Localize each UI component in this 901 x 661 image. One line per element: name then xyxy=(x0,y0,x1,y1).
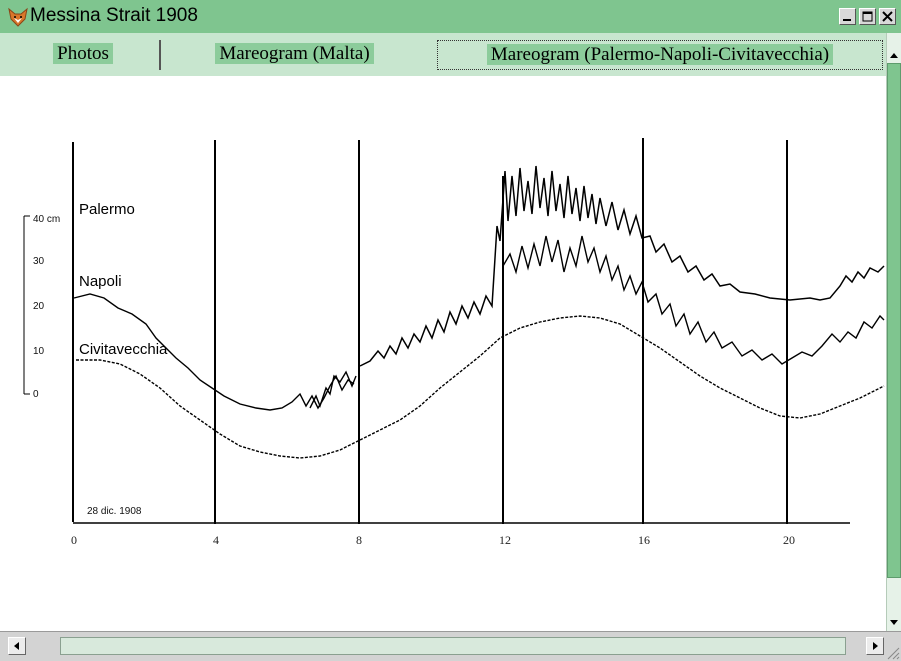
mareogram-image: 40 cm 30 20 10 0 Palermo Napoli Civitave… xyxy=(23,138,885,547)
hour-tick-label: 0 xyxy=(71,533,77,547)
scale-label: 40 cm xyxy=(33,214,60,225)
title-bar[interactable]: Messina Strait 1908 xyxy=(0,0,901,34)
maximize-icon xyxy=(862,11,873,22)
scale-label: 0 xyxy=(33,389,39,400)
hour-tick-label: 4 xyxy=(213,533,219,547)
vertical-scroll-thumb[interactable] xyxy=(887,63,901,578)
content-panel: 40 cm 30 20 10 0 Palermo Napoli Civitave… xyxy=(0,76,886,631)
hour-tick-label: 16 xyxy=(638,533,650,547)
tab-photos-label: Photos xyxy=(53,43,113,64)
napoli-trace xyxy=(73,293,355,411)
palermo-trace xyxy=(359,165,885,367)
tab-mareogram-palermo-label: Mareogram (Palermo-Napoli-Civitavecchia) xyxy=(486,44,834,65)
maximize-button[interactable] xyxy=(859,8,876,25)
tab-photos[interactable]: Photos xyxy=(7,40,161,70)
tab-mareogram-malta[interactable]: Mareogram (Malta) xyxy=(162,40,427,70)
resize-grip-icon[interactable] xyxy=(884,644,900,660)
mareogram-date: 28 dic. 1908 xyxy=(87,506,142,517)
horizontal-scrollbar[interactable] xyxy=(0,631,901,661)
scale-label: 30 xyxy=(33,256,45,267)
station-label-civitavecchia: Civitavecchia xyxy=(79,341,168,358)
vertical-scrollbar[interactable] xyxy=(886,33,901,631)
tab-mareogram-palermo-napoli-civitavecchia[interactable]: Mareogram (Palermo-Napoli-Civitavecchia) xyxy=(437,40,883,70)
scroll-up-icon[interactable] xyxy=(889,51,899,61)
hour-tick-label: 8 xyxy=(356,533,362,547)
minimize-button[interactable] xyxy=(839,8,856,25)
scroll-down-icon[interactable] xyxy=(889,617,899,627)
scroll-left-button[interactable] xyxy=(8,637,26,655)
fox-icon xyxy=(7,6,29,28)
close-icon xyxy=(882,11,893,22)
scroll-right-button[interactable] xyxy=(866,637,884,655)
close-button[interactable] xyxy=(879,8,896,25)
window-title: Messina Strait 1908 xyxy=(30,5,198,26)
scale-bar: 40 cm 30 20 10 0 xyxy=(23,214,60,400)
civitavecchia-trace xyxy=(76,315,885,459)
tab-mareogram-malta-label: Mareogram (Malta) xyxy=(215,43,374,64)
scroll-right-icon xyxy=(873,642,878,650)
hour-tick-label: 12 xyxy=(499,533,511,547)
scroll-left-icon xyxy=(14,642,19,650)
station-label-napoli: Napoli xyxy=(79,273,122,290)
minimize-icon xyxy=(843,19,851,21)
scale-label: 10 xyxy=(33,346,45,357)
horizontal-scroll-thumb[interactable] xyxy=(60,637,846,655)
napoli-trace-late xyxy=(502,235,885,365)
hour-tick-label: 20 xyxy=(783,533,795,547)
palermo-trace-early xyxy=(309,370,357,409)
hour-gridlines xyxy=(72,138,788,524)
station-label-palermo: Palermo xyxy=(79,201,135,218)
scale-label: 20 xyxy=(33,301,45,312)
tab-bar: Photos Mareogram (Malta) Mareogram (Pale… xyxy=(0,33,886,76)
